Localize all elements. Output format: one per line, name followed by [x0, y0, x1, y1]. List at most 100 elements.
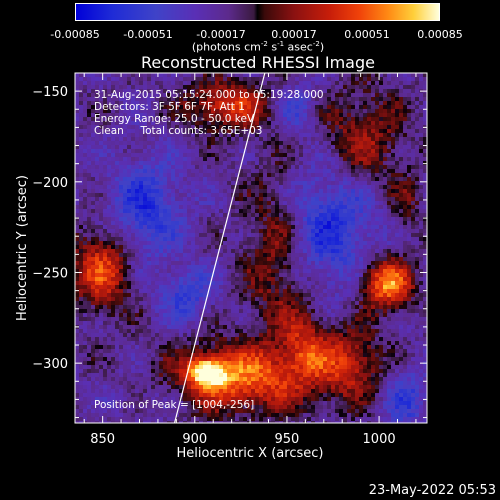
heatmap-cell — [263, 265, 268, 270]
heatmap-cell — [423, 233, 428, 238]
heatmap-cell — [331, 189, 336, 194]
heatmap-cell — [207, 93, 212, 98]
heatmap-cell — [267, 77, 272, 82]
heatmap-cell — [131, 265, 136, 270]
heatmap-cell — [351, 85, 356, 90]
heatmap-cell — [303, 253, 308, 258]
heatmap-cell — [203, 153, 208, 158]
heatmap-cell — [247, 117, 252, 122]
heatmap-cell — [351, 129, 356, 134]
heatmap-cell — [275, 117, 280, 122]
heatmap-cell — [315, 97, 320, 102]
heatmap-cell — [247, 217, 252, 222]
heatmap-cell — [103, 73, 108, 78]
heatmap-cell — [339, 141, 344, 146]
heatmap-cell — [367, 173, 372, 178]
heatmap-cell — [195, 141, 200, 146]
heatmap-cell — [287, 133, 292, 138]
heatmap-cell — [311, 253, 316, 258]
heatmap-cell — [223, 125, 228, 130]
heatmap-cell — [115, 241, 120, 246]
heatmap-cell — [323, 121, 328, 126]
heatmap-cell — [87, 73, 92, 78]
heatmap-cell — [115, 105, 120, 110]
heatmap-cell — [131, 293, 136, 298]
heatmap-cell — [331, 253, 336, 258]
heatmap-cell — [355, 177, 360, 182]
heatmap-cell — [283, 169, 288, 174]
heatmap-cell — [115, 245, 120, 250]
heatmap-cell — [215, 201, 220, 206]
heatmap-cell — [379, 153, 384, 158]
heatmap-cell — [399, 89, 404, 94]
heatmap-cell — [239, 93, 244, 98]
heatmap-cell — [191, 137, 196, 142]
heatmap-cell — [127, 217, 132, 222]
heatmap-cell — [203, 265, 208, 270]
heatmap-cell — [103, 173, 108, 178]
heatmap-cell — [323, 141, 328, 146]
heatmap-cell — [255, 257, 260, 262]
heatmap-cell — [391, 261, 396, 266]
heatmap-cell — [311, 165, 316, 170]
heatmap-cell — [227, 161, 232, 166]
heatmap-cell — [391, 177, 396, 182]
heatmap-cell — [407, 177, 412, 182]
heatmap-cell — [327, 225, 332, 230]
heatmap-cell — [87, 253, 92, 258]
heatmap-cell — [359, 269, 364, 274]
heatmap-cell — [195, 173, 200, 178]
heatmap-cell — [419, 293, 424, 298]
heatmap-cell — [147, 109, 152, 114]
heatmap-cell — [379, 245, 384, 250]
heatmap-cell — [179, 281, 184, 286]
heatmap-cell — [115, 169, 120, 174]
heatmap-cell — [391, 105, 396, 110]
heatmap-cell — [303, 157, 308, 162]
heatmap-cell — [247, 205, 252, 210]
heatmap-cell — [111, 113, 116, 118]
heatmap-cell — [83, 133, 88, 138]
heatmap-cell — [311, 285, 316, 290]
heatmap-cell — [323, 77, 328, 82]
heatmap-cell — [263, 81, 268, 86]
heatmap-cell — [407, 273, 412, 278]
heatmap-cell — [343, 249, 348, 254]
heatmap-cell — [411, 157, 416, 162]
heatmap-cell — [219, 77, 224, 82]
heatmap-cell — [395, 133, 400, 138]
heatmap-cell — [403, 245, 408, 250]
heatmap-cell — [287, 217, 292, 222]
heatmap-cell — [383, 133, 388, 138]
heatmap-cell — [191, 105, 196, 110]
heatmap-cell — [123, 225, 128, 230]
heatmap-cell — [347, 241, 352, 246]
heatmap-cell — [175, 129, 180, 134]
heatmap-cell — [135, 197, 140, 202]
heatmap-cell — [299, 209, 304, 214]
heatmap-cell — [223, 237, 228, 242]
heatmap-cell — [235, 181, 240, 186]
heatmap-cell — [335, 289, 340, 294]
heatmap-cell — [127, 105, 132, 110]
heatmap-cell — [143, 293, 148, 298]
heatmap-cell — [391, 265, 396, 270]
heatmap-cell — [343, 229, 348, 234]
heatmap-cell — [255, 269, 260, 274]
heatmap-cell — [307, 73, 312, 78]
heatmap-cell — [407, 245, 412, 250]
heatmap-cell — [299, 233, 304, 238]
heatmap-cell — [315, 125, 320, 130]
heatmap-cell — [403, 133, 408, 138]
heatmap-cell — [211, 277, 216, 282]
heatmap-cell — [291, 229, 296, 234]
heatmap-cell — [275, 201, 280, 206]
heatmap-cell — [367, 109, 372, 114]
heatmap-cell — [151, 101, 156, 106]
heatmap-cell — [103, 117, 108, 122]
heatmap-cell — [203, 185, 208, 190]
heatmap-cell — [239, 109, 244, 114]
heatmap-cell — [83, 241, 88, 246]
heatmap-cell — [303, 249, 308, 254]
heatmap-cell — [187, 289, 192, 294]
